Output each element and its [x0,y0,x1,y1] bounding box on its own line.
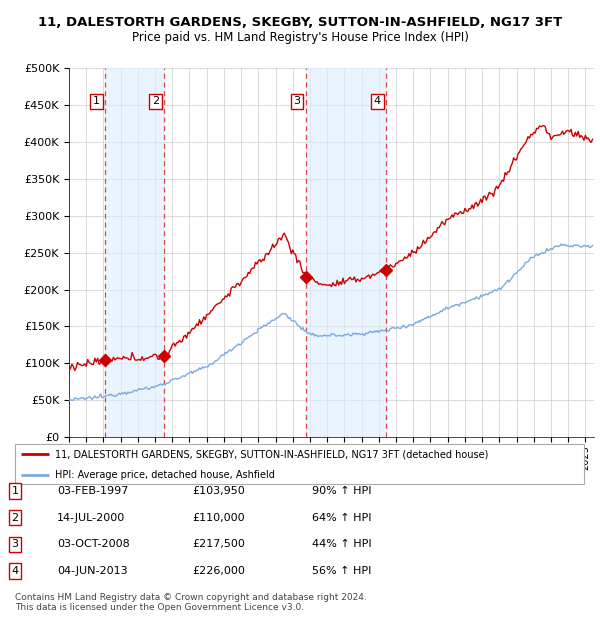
Text: 4: 4 [374,96,381,107]
Text: Price paid vs. HM Land Registry's House Price Index (HPI): Price paid vs. HM Land Registry's House … [131,31,469,44]
Text: 03-OCT-2008: 03-OCT-2008 [57,539,130,549]
Text: Contains HM Land Registry data © Crown copyright and database right 2024.
This d: Contains HM Land Registry data © Crown c… [15,593,367,612]
Text: 56% ↑ HPI: 56% ↑ HPI [312,566,371,576]
Text: 11, DALESTORTH GARDENS, SKEGBY, SUTTON-IN-ASHFIELD, NG17 3FT: 11, DALESTORTH GARDENS, SKEGBY, SUTTON-I… [38,16,562,29]
Text: 2: 2 [11,513,19,523]
Bar [105,68,164,437]
Text: 11, DALESTORTH GARDENS, SKEGBY, SUTTON-IN-ASHFIELD, NG17 3FT (detached house): 11, DALESTORTH GARDENS, SKEGBY, SUTTON-I… [55,449,488,459]
Text: 90% ↑ HPI: 90% ↑ HPI [312,486,371,496]
Text: 14-JUL-2000: 14-JUL-2000 [57,513,125,523]
FancyBboxPatch shape [15,445,584,484]
Text: 1: 1 [93,96,100,107]
Text: 3: 3 [11,539,19,549]
Text: 4: 4 [11,566,19,576]
Text: £110,000: £110,000 [192,513,245,523]
Text: £226,000: £226,000 [192,566,245,576]
Text: 44% ↑ HPI: 44% ↑ HPI [312,539,371,549]
Text: £103,950: £103,950 [192,486,245,496]
Bar [305,68,386,437]
Text: 03-FEB-1997: 03-FEB-1997 [57,486,128,496]
Text: 64% ↑ HPI: 64% ↑ HPI [312,513,371,523]
Text: 1: 1 [11,486,19,496]
Text: 04-JUN-2013: 04-JUN-2013 [57,566,128,576]
Text: 2: 2 [152,96,160,107]
Text: £217,500: £217,500 [192,539,245,549]
Text: 3: 3 [293,96,301,107]
Text: HPI: Average price, detached house, Ashfield: HPI: Average price, detached house, Ashf… [55,469,275,480]
